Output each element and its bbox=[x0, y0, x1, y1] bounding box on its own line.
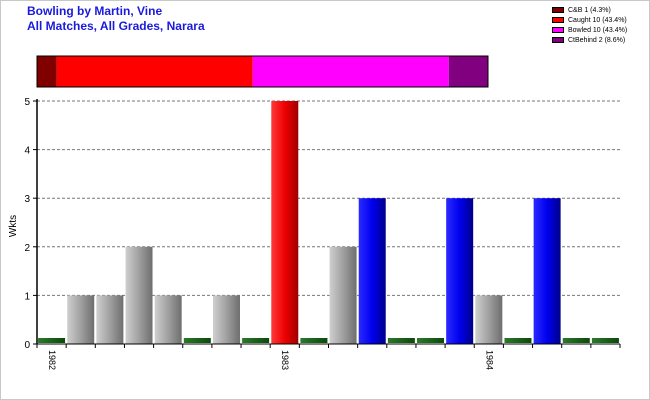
bar bbox=[591, 338, 619, 343]
bar bbox=[154, 295, 182, 344]
legend-swatch bbox=[552, 37, 564, 43]
y-tick-label: 0 bbox=[24, 340, 30, 351]
gridlines bbox=[37, 100, 620, 296]
bar bbox=[533, 198, 561, 344]
bar bbox=[183, 338, 211, 343]
legend-item-cb: C&B 1 (4.3%) bbox=[552, 5, 627, 15]
bar bbox=[475, 295, 503, 344]
bar bbox=[212, 295, 240, 344]
legend: C&B 1 (4.3%) Caught 10 (43.4%) Bowled 10… bbox=[552, 5, 627, 45]
y-tick-label: 4 bbox=[24, 146, 30, 157]
legend-label: Bowled 10 (43.4%) bbox=[568, 26, 628, 34]
bar bbox=[358, 198, 386, 344]
stack-segment-ctbehind bbox=[448, 56, 488, 87]
chart-subtitle: All Matches, All Grades, Narara bbox=[27, 19, 205, 33]
stack-segment-caught bbox=[56, 56, 253, 87]
bar bbox=[446, 198, 474, 344]
axes: 0 1 2 3 4 5 1982 1983 1984 bbox=[24, 97, 621, 370]
bar bbox=[329, 246, 357, 344]
dismissal-stacked-bar bbox=[36, 55, 489, 88]
bar bbox=[67, 295, 95, 344]
legend-item-ctbehind: CtBehind 2 (8.6%) bbox=[552, 35, 627, 45]
bar bbox=[271, 101, 299, 344]
bar bbox=[387, 338, 415, 343]
stack-segment-cb bbox=[37, 56, 57, 87]
y-tick-label: 2 bbox=[24, 243, 30, 254]
y-tick-label: 5 bbox=[24, 97, 30, 108]
legend-swatch bbox=[552, 17, 564, 23]
stack-bar-border bbox=[36, 55, 489, 88]
legend-label: CtBehind 2 (8.6%) bbox=[568, 36, 626, 44]
x-tick-label: 1983 bbox=[280, 350, 290, 370]
chart-title: Bowling by Martin, Vine bbox=[27, 4, 163, 18]
legend-item-caught: Caught 10 (43.4%) bbox=[552, 15, 627, 25]
legend-swatch bbox=[552, 27, 564, 33]
bar bbox=[38, 338, 66, 343]
legend-label: C&B 1 (4.3%) bbox=[568, 6, 611, 14]
bar bbox=[300, 338, 328, 343]
bar bbox=[504, 338, 532, 343]
legend-item-bowled: Bowled 10 (43.4%) bbox=[552, 25, 627, 35]
legend-swatch bbox=[552, 7, 564, 13]
bar bbox=[242, 338, 270, 343]
x-tick-label: 1984 bbox=[484, 350, 494, 370]
y-tick-label: 1 bbox=[24, 291, 30, 302]
bar bbox=[125, 246, 153, 344]
y-axis-label: Wkts bbox=[8, 215, 19, 237]
x-tick-label: 1982 bbox=[47, 350, 57, 370]
stack-segment-bowled bbox=[252, 56, 449, 87]
bar bbox=[562, 338, 590, 343]
y-tick-label: 3 bbox=[24, 194, 30, 205]
legend-label: Caught 10 (43.4%) bbox=[568, 16, 627, 24]
bars bbox=[38, 101, 619, 344]
bar bbox=[96, 295, 124, 344]
bar bbox=[417, 338, 445, 343]
